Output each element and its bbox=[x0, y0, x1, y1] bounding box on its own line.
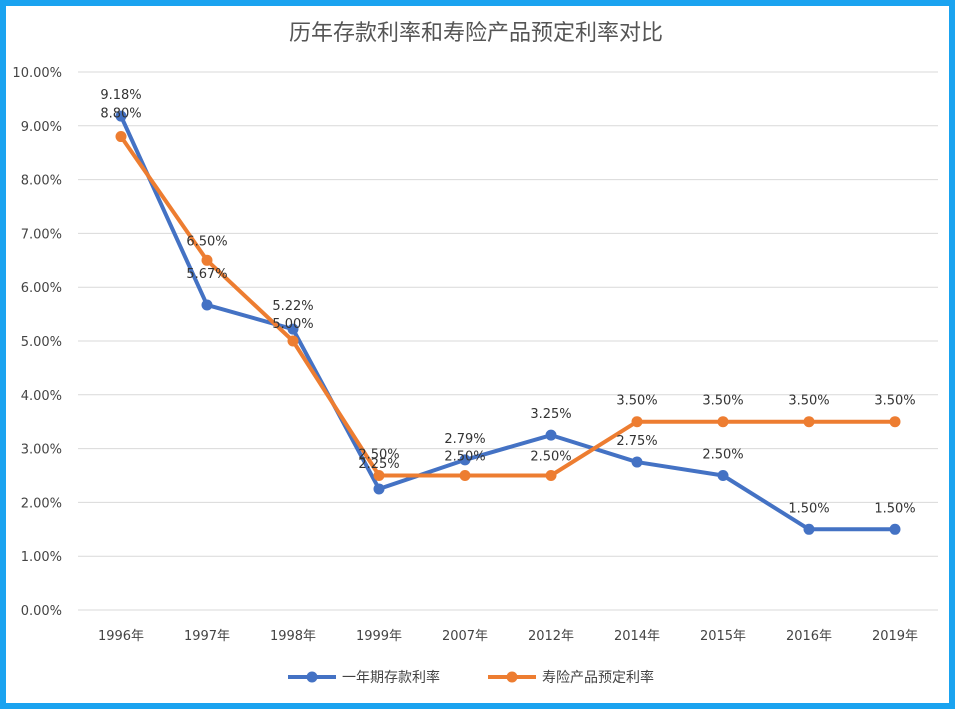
y-tick-label: 0.00% bbox=[21, 604, 62, 619]
x-tick-label: 1996年 bbox=[98, 629, 144, 644]
data-label: 6.50% bbox=[186, 234, 227, 249]
data-point bbox=[287, 323, 299, 335]
series-lines bbox=[115, 110, 901, 535]
data-label: 1.50% bbox=[788, 501, 829, 516]
legend-label: 寿险产品预定利率 bbox=[542, 669, 654, 686]
data-label: 3.25% bbox=[530, 407, 571, 422]
data-label: 8.80% bbox=[100, 107, 141, 122]
x-tick-label: 2015年 bbox=[700, 629, 746, 644]
data-label: 2.25% bbox=[358, 457, 399, 472]
data-point bbox=[631, 416, 643, 428]
chart-title: 历年存款利率和寿险产品预定利率对比 bbox=[289, 21, 663, 46]
data-labels: 9.18% 5.67% 5.22% 2.25% 2.79% 3.25% 2.75% 2.50%… bbox=[100, 88, 915, 516]
data-label: 2.50% bbox=[358, 448, 399, 463]
data-label: 3.50% bbox=[616, 394, 657, 409]
y-tick-label: 10.00% bbox=[12, 66, 62, 81]
data-label: 3.50% bbox=[788, 394, 829, 409]
series-line bbox=[119, 114, 897, 532]
y-tick-label: 6.00% bbox=[21, 281, 62, 296]
data-label: 5.00% bbox=[272, 317, 313, 332]
data-point bbox=[545, 429, 557, 441]
data-label: 5.67% bbox=[186, 267, 227, 282]
y-tick-label: 8.00% bbox=[21, 174, 62, 189]
legend-marker bbox=[306, 671, 318, 683]
y-tick-label: 1.00% bbox=[21, 550, 62, 565]
legend-label: 一年期存款利率 bbox=[342, 669, 440, 686]
y-tick-label: 5.00% bbox=[21, 335, 62, 350]
data-point bbox=[889, 523, 901, 535]
x-tick-label: 2014年 bbox=[614, 629, 660, 644]
data-point bbox=[201, 254, 213, 266]
x-axis-ticks: 1996年 1997年 1998年 1999年 2007年 2012年 2014年 2015年… bbox=[98, 629, 918, 644]
data-point bbox=[201, 299, 213, 311]
data-label: 5.22% bbox=[272, 299, 313, 314]
data-point bbox=[631, 456, 643, 468]
y-axis-ticks: 0.00% 1.00% 2.00% 3.00% 4.00% 5.00% 6.00% 7.00%… bbox=[12, 66, 62, 619]
data-point bbox=[373, 470, 385, 481]
x-tick-label: 2012年 bbox=[528, 629, 574, 644]
data-label: 2.50% bbox=[444, 450, 485, 465]
x-tick-label: 1997年 bbox=[184, 629, 230, 644]
data-point bbox=[459, 470, 471, 481]
data-label: 2.50% bbox=[702, 448, 743, 463]
line-chart: 历年存款利率和寿险产品预定利率对比 0.00% 1.00% 2.00% 3.00% 4.… bbox=[12, 21, 938, 686]
gridlines bbox=[78, 71, 938, 611]
data-label: 3.50% bbox=[702, 394, 743, 409]
data-point bbox=[373, 483, 385, 495]
x-tick-label: 1999年 bbox=[356, 629, 402, 644]
data-point bbox=[287, 335, 299, 347]
data-point bbox=[889, 416, 901, 428]
y-tick-label: 4.00% bbox=[21, 389, 62, 404]
data-point bbox=[545, 470, 557, 481]
legend: 一年期存款利率 寿险产品预定利率 bbox=[288, 669, 654, 686]
data-label: 3.50% bbox=[874, 394, 915, 409]
chart-frame: 历年存款利率和寿险产品预定利率对比 0.00% 1.00% 2.00% 3.00% 4.… bbox=[6, 6, 949, 703]
series-line bbox=[119, 134, 897, 478]
data-label: 1.50% bbox=[874, 501, 915, 516]
data-label: 2.79% bbox=[444, 432, 485, 447]
data-point bbox=[459, 454, 471, 466]
x-tick-label: 2016年 bbox=[786, 629, 832, 644]
data-point bbox=[115, 110, 127, 122]
data-label: 9.18% bbox=[100, 88, 141, 103]
x-tick-label: 2007年 bbox=[442, 629, 488, 644]
legend-marker bbox=[506, 671, 518, 683]
x-tick-label: 2019年 bbox=[872, 629, 918, 644]
data-point bbox=[717, 416, 729, 428]
y-tick-label: 3.00% bbox=[21, 443, 62, 458]
data-point bbox=[803, 523, 815, 535]
data-label: 2.50% bbox=[530, 450, 571, 465]
data-point bbox=[717, 470, 729, 481]
y-tick-label: 2.00% bbox=[21, 496, 62, 511]
x-tick-label: 1998年 bbox=[270, 629, 316, 644]
data-label: 2.75% bbox=[616, 434, 657, 449]
y-tick-label: 9.00% bbox=[21, 120, 62, 135]
data-point bbox=[803, 416, 815, 428]
y-tick-label: 7.00% bbox=[21, 227, 62, 242]
data-point bbox=[115, 131, 127, 143]
